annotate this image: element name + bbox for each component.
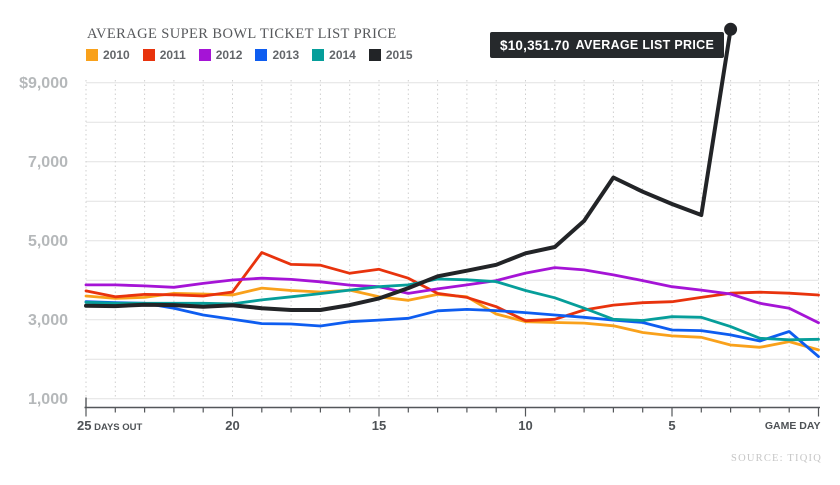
x-axis-label: 25 DAYS OUT xyxy=(77,418,143,433)
legend-swatch-2015 xyxy=(368,49,381,61)
x-axis-label: 10 xyxy=(518,418,532,433)
chart-title: AVERAGE SUPER BOWL TICKET LIST PRICE xyxy=(87,26,397,42)
badge-label: AVERAGE LIST PRICE xyxy=(575,38,715,52)
legend-swatch-2014 xyxy=(312,49,325,61)
series-line-2013 xyxy=(84,300,820,359)
legend-item-2011: 2011 xyxy=(142,48,186,62)
legend-label-2013: 2013 xyxy=(272,48,300,62)
legend-label-2012: 2012 xyxy=(215,48,243,62)
chart-legend: 2010 2011 2012 2013 2014 2015 xyxy=(86,48,426,62)
x-axis-label: 20 xyxy=(225,418,239,433)
x-axis-label: 15 xyxy=(372,418,386,433)
endpoint-dot xyxy=(724,22,738,36)
x-axis-label: GAME DAY xyxy=(765,420,821,432)
series-line-2014 xyxy=(84,277,820,342)
legend-label-2010: 2010 xyxy=(103,48,130,62)
legend-item-2014: 2014 xyxy=(312,48,356,62)
legend-item-2015: 2015 xyxy=(368,48,413,62)
y-axis-label: 7,000 xyxy=(28,154,68,171)
legend-label-2014: 2014 xyxy=(329,48,356,62)
series-line-2011 xyxy=(84,251,820,323)
price-callout-badge: $10,351.70 AVERAGE LIST PRICE xyxy=(490,32,725,58)
legend-swatch-2011 xyxy=(142,49,155,61)
y-axis-label: 5,000 xyxy=(28,233,68,250)
legend-item-2012: 2012 xyxy=(198,48,243,62)
series-line-2012 xyxy=(84,266,820,325)
badge-price: $10,351.70 xyxy=(500,37,570,53)
legend-item-2010: 2010 xyxy=(86,48,130,62)
legend-label-2011: 2011 xyxy=(159,48,186,62)
legend-swatch-2013 xyxy=(255,49,268,61)
legend-item-2013: 2013 xyxy=(255,48,299,62)
legend-swatch-2010 xyxy=(86,49,98,61)
x-axis-label: 5 xyxy=(668,418,675,433)
legend-label-2015: 2015 xyxy=(385,48,413,62)
series-line-2015 xyxy=(84,27,733,312)
y-axis-label: $9,000 xyxy=(19,75,68,92)
y-axis-label: 3,000 xyxy=(28,312,68,329)
y-axis-label: 1,000 xyxy=(28,391,68,408)
source-credit: SOURCE: TIQIQ xyxy=(731,453,822,464)
legend-swatch-2012 xyxy=(198,49,211,61)
